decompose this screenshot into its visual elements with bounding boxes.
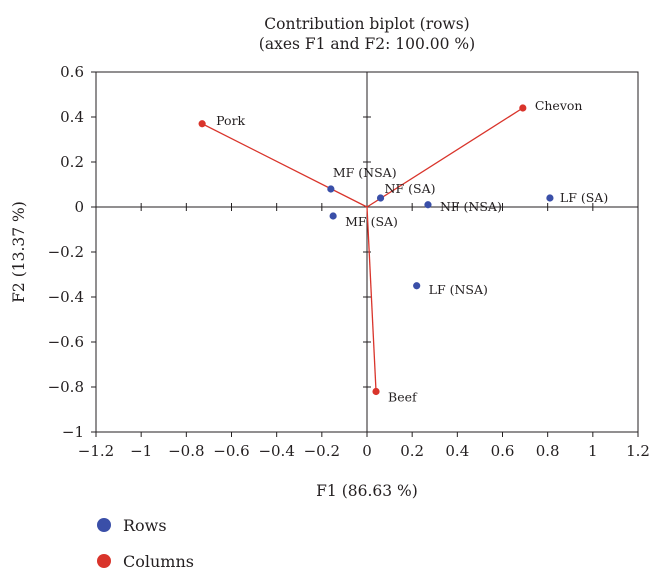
legend-item-columns: Columns [97, 551, 194, 571]
point-label-lf-sa-: LF (SA) [560, 190, 608, 205]
point-pork [198, 120, 206, 128]
legend: Rows Columns [97, 515, 194, 587]
vector-beef [366, 206, 377, 392]
point-label-beef: Beef [388, 390, 418, 405]
x-axis-title: F1 (86.63 %) [316, 482, 418, 500]
y-tick-label: −1 [62, 423, 84, 441]
x-tick-label: 0.8 [536, 442, 560, 460]
point-nf-nsa- [424, 201, 432, 209]
chart-title: Contribution biplot (rows) [264, 15, 469, 33]
x-tick-label: 1 [588, 442, 598, 460]
y-tick-label: −0.8 [48, 378, 84, 396]
legend-label-rows: Rows [123, 515, 167, 535]
points-group: MF (NSA)NF (SA) NF (NSA) LF (SA) MF (SA) LF … [198, 98, 608, 405]
x-tick-label: −1 [130, 442, 152, 460]
x-tick-label: −0.2 [304, 442, 340, 460]
point-mf-sa- [329, 212, 337, 220]
point-chevon [519, 104, 527, 112]
x-tick-label: 0.6 [491, 442, 515, 460]
y-tick-label: 0.6 [60, 63, 84, 81]
point-label-pork: Pork [216, 113, 245, 128]
x-tick-label: 0.4 [445, 442, 469, 460]
point-lf-sa- [546, 194, 554, 202]
x-tick-label: 1.2 [626, 442, 650, 460]
point-label-chevon: Chevon [535, 98, 583, 113]
y-tick-label: 0.2 [60, 153, 84, 171]
point-nf-sa- [376, 194, 385, 202]
y-axis-title: F2 (13.37 %) [10, 201, 28, 303]
legend-swatch-rows [97, 518, 111, 532]
x-tick-label: 0.2 [400, 442, 424, 460]
x-tick-label: −0.4 [258, 442, 294, 460]
vectors-group [201, 107, 524, 392]
y-tick-label: 0.4 [60, 108, 84, 126]
y-tick-label: −0.6 [48, 333, 84, 351]
point-label-mf-nsa-: MF (NSA) [333, 165, 397, 180]
point-mf-nsa- [327, 185, 335, 193]
x-tick-label: −0.6 [213, 442, 249, 460]
point-label-mf-sa-: MF (SA) [345, 214, 398, 229]
point-label-nf-nsa-: NF (NSA) [440, 199, 502, 214]
legend-item-rows: Rows [97, 515, 194, 535]
legend-swatch-columns [97, 554, 111, 568]
x-tick-label: 0 [362, 442, 372, 460]
vector-chevon [366, 107, 524, 208]
point-lf-nsa- [413, 282, 421, 290]
vector-pork [201, 123, 368, 208]
point-beef [372, 387, 380, 396]
point-label-lf-nsa-: LF (NSA) [429, 282, 488, 297]
x-tick-label: −0.8 [168, 442, 204, 460]
chart-subtitle: (axes F1 and F2: 100.00 %) [259, 35, 475, 53]
point-label-nf-sa-: NF (SA) [385, 181, 436, 196]
y-tick-label: 0 [74, 198, 84, 216]
x-tick-label: −1.2 [78, 442, 114, 460]
biplot-chart: Contribution biplot (rows) (axes F1 and … [10, 15, 650, 500]
y-tick-label: −0.4 [48, 288, 84, 306]
y-tick-label: −0.2 [48, 243, 84, 261]
axes-group: −1.2 −1 −0.8 −0.6 −0.4 −0.2 0 0.2 0.4 0.6 0.8 1 1.20… [48, 63, 650, 460]
legend-label-columns: Columns [123, 551, 194, 571]
